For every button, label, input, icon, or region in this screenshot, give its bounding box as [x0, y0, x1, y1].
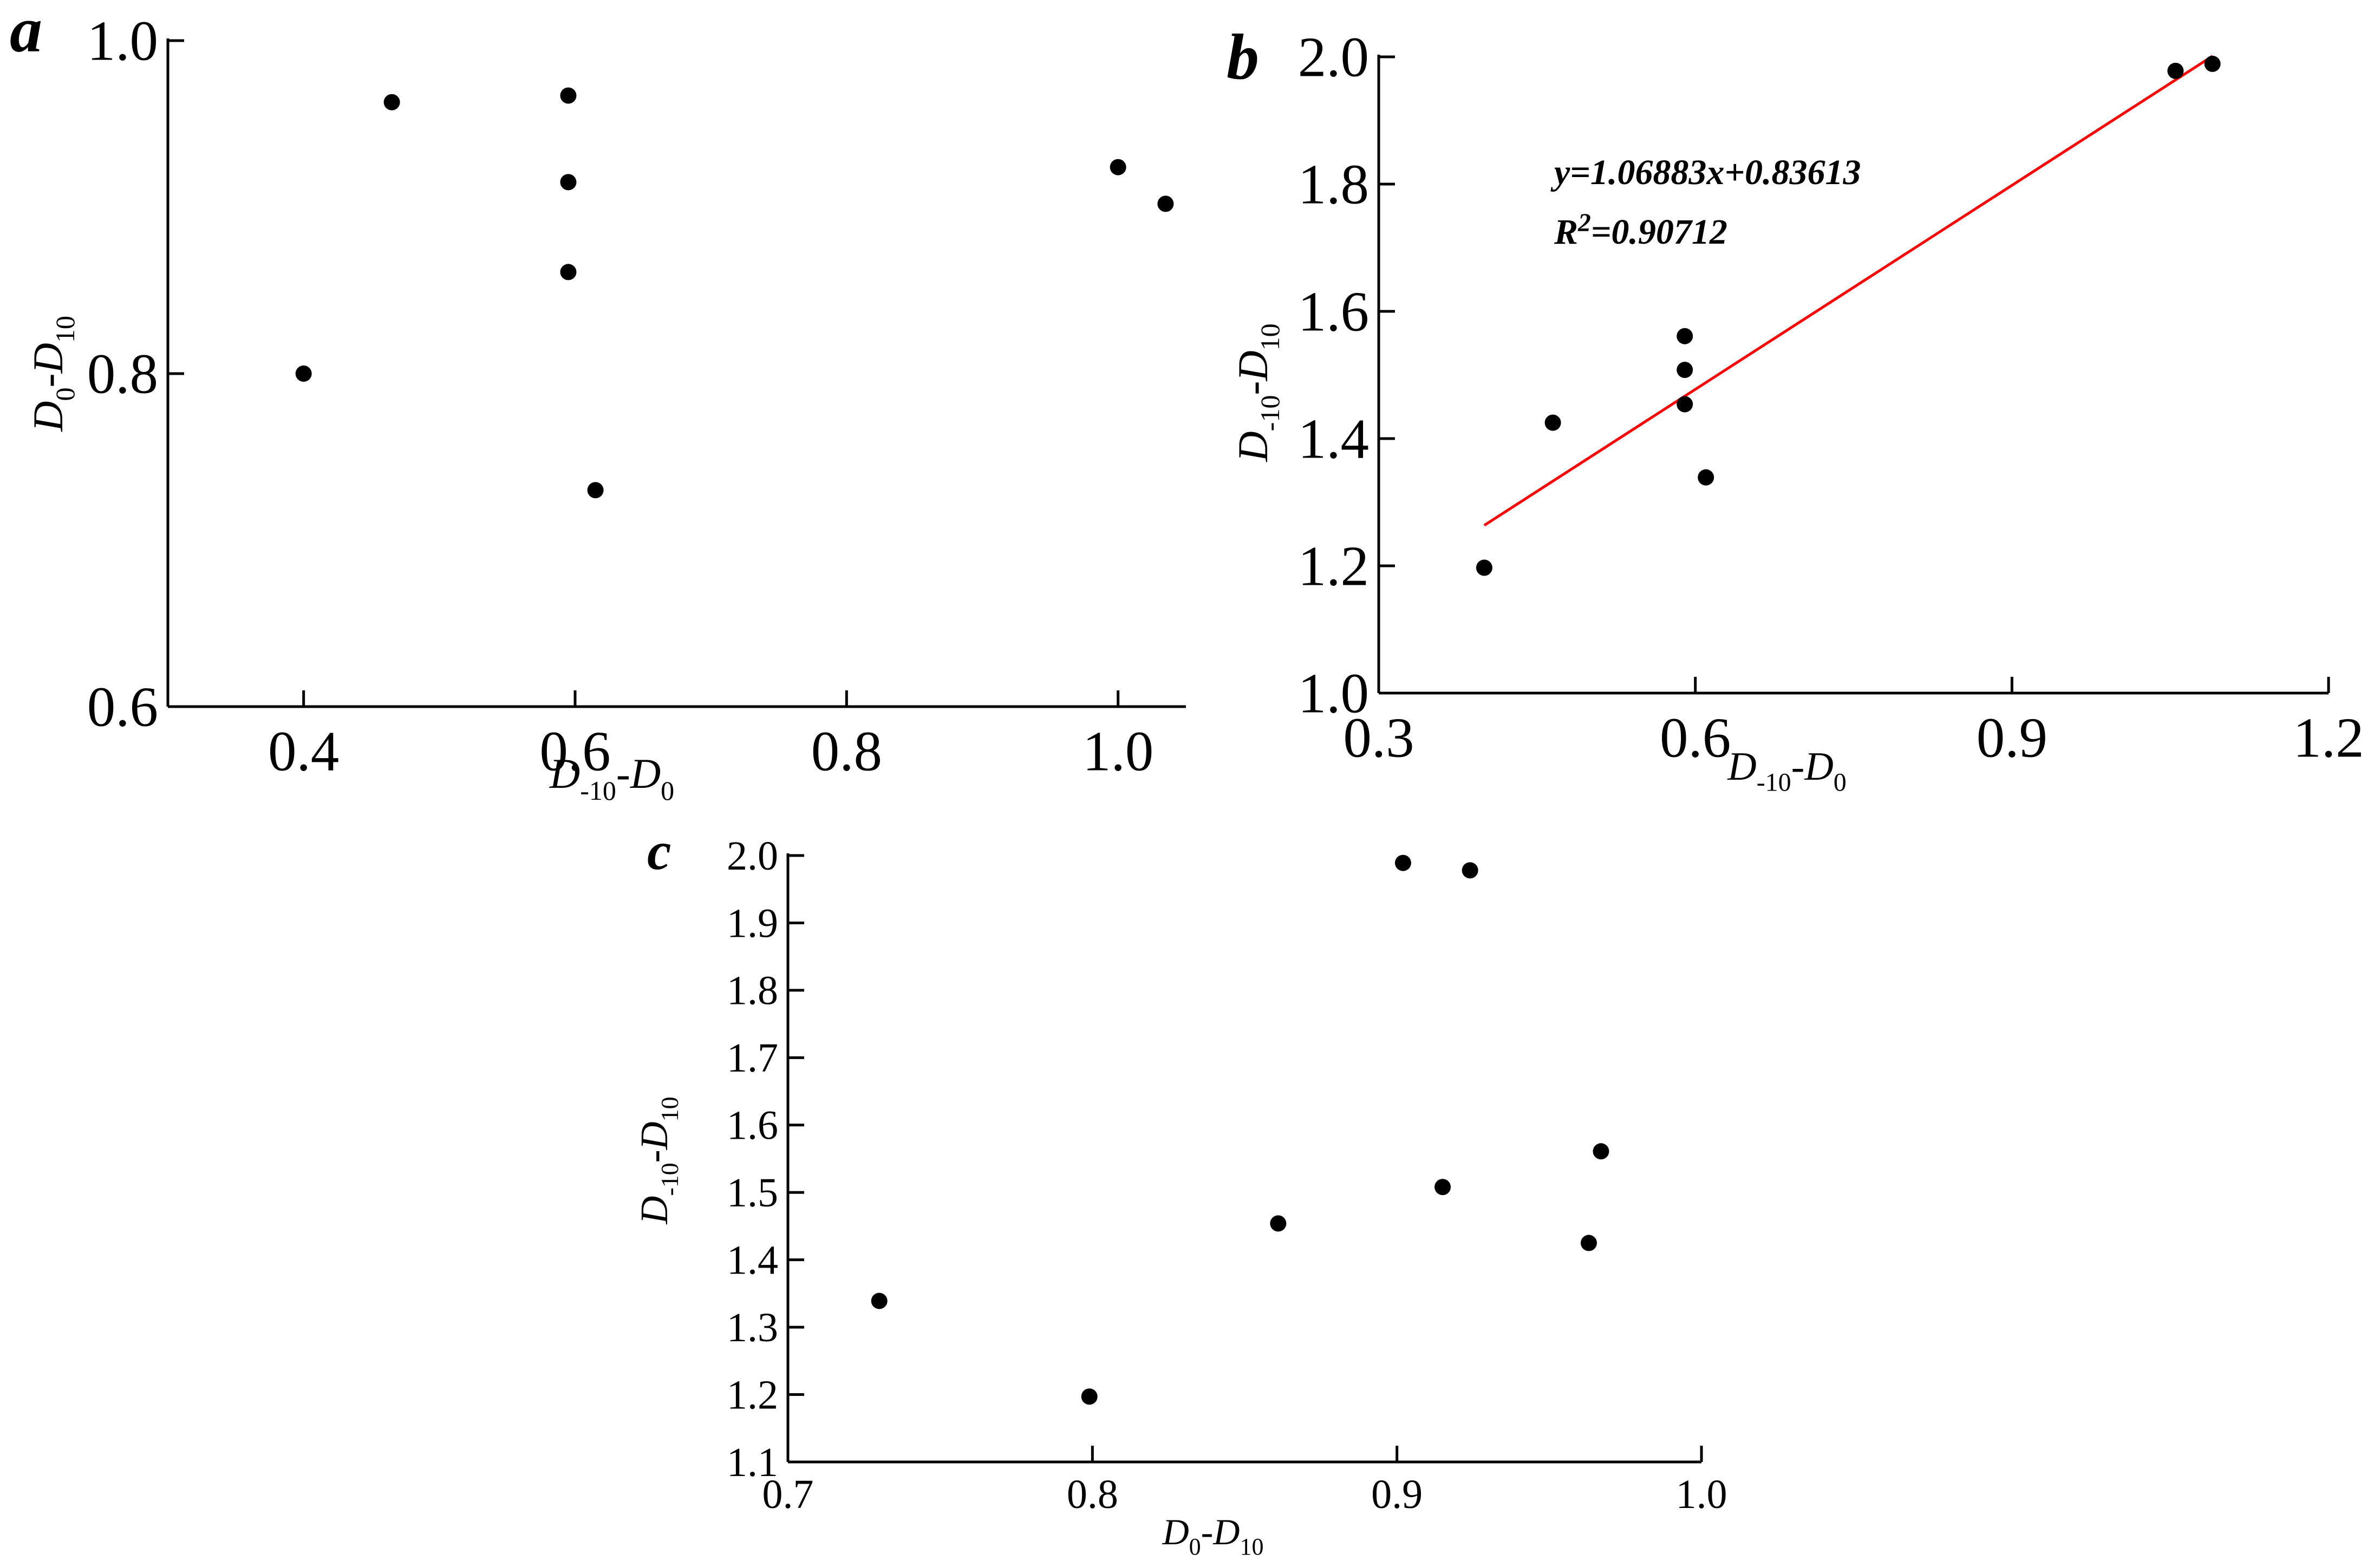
- data-point: [2204, 55, 2221, 72]
- y-tick-label: 1.8: [727, 968, 778, 1014]
- y-axis-title-sub2: 10: [656, 1096, 683, 1121]
- chart-panel-b: b 0.3 0.6 0.9 1.2 1.0 1.2 1.4 1.6 1.8 2.0 y=1.06883…: [1227, 21, 2364, 769]
- x-axis-title: D-10-D0: [1727, 745, 1847, 797]
- data-point: [1110, 159, 1126, 175]
- y-axis-title-mid: -D: [633, 1121, 676, 1163]
- y-axis-title-main: D: [24, 401, 71, 432]
- x-tick-label: 0.3: [1343, 706, 1414, 769]
- x-tick-label: 0.8: [811, 720, 882, 783]
- x-axis-title-sub1: -10: [1757, 768, 1791, 797]
- y-tick-label: 1.5: [727, 1170, 778, 1216]
- data-point: [1157, 195, 1174, 212]
- y-tick-label: 1.4: [727, 1238, 778, 1283]
- y-axis-title: D-10-D10: [633, 1096, 683, 1224]
- x-tick-label: 0.9: [1371, 1472, 1423, 1517]
- x-axis-title-mid: -D: [1791, 745, 1834, 789]
- x-tick-label: 0.4: [268, 720, 339, 783]
- y-tick-label: 0.8: [87, 342, 158, 406]
- y-tick-label: 0.6: [87, 675, 158, 739]
- data-point: [560, 264, 577, 280]
- y-tick-label: 2.0: [727, 833, 778, 879]
- panel-letter-a: a: [10, 0, 42, 66]
- x-axis-title-main: D: [549, 750, 580, 797]
- y-tick-label: 1.6: [1298, 280, 1369, 343]
- panel-letter-c: c: [647, 821, 671, 881]
- y-axis-title-main: D: [633, 1196, 676, 1225]
- y-tick-label: 1.9: [727, 900, 778, 946]
- x-tick-label: 0.9: [1977, 706, 2048, 769]
- y-tick-label: 1.0: [1298, 662, 1369, 725]
- data-point: [1434, 1179, 1451, 1196]
- chart-panel-c: c 0.7 0.8 0.9 1.0 1.1 1.2 1.3 1.4 1.5 1.6 1.7 1.8 1.9…: [647, 821, 1727, 1517]
- x-axis-title-sub2: 10: [1240, 1533, 1263, 1560]
- data-point: [1677, 328, 1693, 344]
- x-tick-label: 1.0: [1676, 1472, 1727, 1517]
- chart-panel-a: a 0.4 0.6 0.8 1.0 0.6 0.8 1.0: [10, 0, 1186, 783]
- y-tick-label: 1.4: [1298, 407, 1369, 471]
- data-point: [1081, 1388, 1098, 1405]
- x-tick-label: 1.0: [1083, 720, 1153, 783]
- y-axis-title-sub2: 10: [50, 316, 80, 343]
- y-axis-title-sub2: 10: [1255, 323, 1285, 350]
- data-point: [2167, 62, 2184, 79]
- fit-equation: y=1.06883x+0.83613: [1550, 153, 1861, 192]
- y-axis-title-sub1: -10: [1255, 395, 1285, 432]
- y-tick-label: 1.6: [727, 1103, 778, 1148]
- x-axis-title-sub2: 0: [661, 775, 674, 806]
- y-axis-title-mid: -D: [1229, 350, 1276, 395]
- y-tick-label: 1.1: [727, 1440, 778, 1485]
- x-tick-label: 0.6: [539, 720, 610, 783]
- data-point: [587, 482, 604, 499]
- fit-r-squared: R2=0.90712: [1554, 209, 1727, 252]
- x-axis-title: D-10-D0: [549, 750, 674, 806]
- data-point: [871, 1292, 888, 1309]
- data-point: [1677, 362, 1693, 378]
- y-tick-label: 1.0: [87, 9, 158, 73]
- x-tick-label: 0.7: [762, 1472, 814, 1517]
- fit-line: [1483, 55, 2213, 527]
- y-tick-label: 1.2: [1298, 534, 1369, 598]
- x-tick-label: 0.6: [1660, 706, 1731, 769]
- x-axis-title-main: D: [1162, 1511, 1189, 1552]
- y-tick-label: 1.2: [727, 1372, 778, 1418]
- y-axis-title-mid: -D: [24, 343, 71, 387]
- x-axis-title-mid: -D: [1201, 1511, 1240, 1552]
- x-axis-title-sub1: 0: [1189, 1533, 1201, 1560]
- y-tick-label: 1.8: [1298, 153, 1369, 216]
- data-point: [1462, 862, 1478, 879]
- data-point: [560, 87, 577, 104]
- y-axis-title-main: D: [1229, 431, 1276, 462]
- data-point: [295, 365, 312, 382]
- data-point: [560, 174, 577, 191]
- x-axis-title-sub2: 0: [1834, 768, 1847, 797]
- y-tick-label: 1.3: [727, 1305, 778, 1350]
- panel-letter-b: b: [1227, 21, 1259, 93]
- y-axis-title-sub1: 0: [50, 387, 80, 401]
- data-point: [1593, 1143, 1609, 1160]
- data-point: [1580, 1235, 1597, 1251]
- r2-prefix: R: [1554, 212, 1578, 252]
- data-point: [1698, 469, 1714, 486]
- y-tick-label: 1.7: [727, 1035, 778, 1081]
- x-axis-title-mid: -D: [616, 750, 661, 797]
- data-point: [1394, 854, 1411, 871]
- x-axis-title: D0-D10: [1162, 1511, 1264, 1560]
- r2-superscript: 2: [1577, 209, 1591, 237]
- x-tick-label: 1.2: [2293, 706, 2364, 769]
- data-point: [383, 94, 400, 110]
- data-point: [1544, 414, 1561, 431]
- x-axis-title-main: D: [1727, 745, 1756, 789]
- x-axis-title-sub1: -10: [580, 775, 616, 806]
- y-axis-title: D-10-D10: [1229, 323, 1285, 462]
- y-tick-label: 2.0: [1298, 25, 1369, 89]
- y-axis-title: D0-D10: [24, 316, 80, 432]
- data-point: [1677, 396, 1693, 413]
- data-point: [1476, 559, 1492, 576]
- data-point: [1270, 1215, 1287, 1232]
- y-axis-title-sub1: -10: [656, 1163, 683, 1196]
- r2-value: =0.90712: [1591, 212, 1727, 252]
- x-tick-label: 0.8: [1067, 1472, 1118, 1517]
